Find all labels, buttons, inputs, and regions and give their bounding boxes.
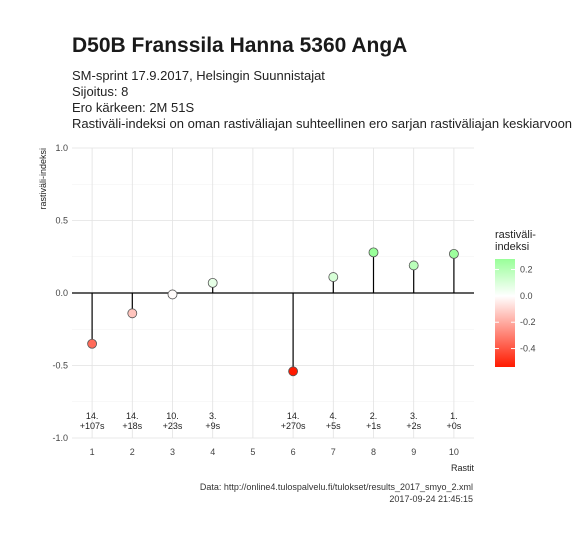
rank-label: 14. (126, 411, 139, 421)
x-axis-title: Rastit (451, 463, 475, 473)
time-diff-label: +2s (406, 421, 421, 431)
time-diff-label: +1s (366, 421, 381, 431)
x-tick-label: 1 (90, 447, 95, 457)
data-marks: 14.+107s14.+18s10.+23s3.+9s14.+270s4.+5s… (72, 247, 474, 431)
subtitle-line-1: SM-sprint 17.9.2017, Helsingin Suunnista… (72, 68, 325, 83)
subtitle-line-3: Ero kärkeen: 2M 51S (72, 100, 195, 115)
lollipop-point (167, 289, 178, 300)
legend-tick-label: -0.2 (520, 317, 536, 327)
y-tick-label: 1.0 (55, 143, 68, 153)
x-tick-label: 4 (210, 447, 215, 457)
x-tick-label: 9 (411, 447, 416, 457)
lollipop-point (207, 277, 218, 288)
rank-label: 3. (209, 411, 217, 421)
lollipop-point (87, 338, 97, 349)
legend-tick-label: -0.4 (520, 344, 536, 354)
legend-tick-label: 0.0 (520, 291, 533, 301)
x-tick-label: 6 (291, 447, 296, 457)
x-tick-label: 3 (170, 447, 175, 457)
lollipop-point (127, 308, 138, 319)
time-diff-label: +107s (80, 421, 105, 431)
lollipop-point (368, 247, 379, 258)
time-diff-label: +23s (163, 421, 183, 431)
subtitle-line-4: Rastiväli-indeksi on oman rastiväliajan … (72, 116, 573, 131)
axes: 1.0 0.5 0.0 -0.5 -1.0 1 2 3 4 5 6 7 8 9 10 Rastit rastiv… (38, 143, 474, 473)
lollipop-point (448, 248, 459, 259)
legend-tick-label: 0.2 (520, 265, 533, 275)
chart-title: D50B Franssila Hanna 5360 AngA (72, 34, 408, 57)
rank-label: 4. (330, 411, 338, 421)
rank-label: 14. (86, 411, 99, 421)
legend-title: indeksi (495, 241, 529, 253)
lollipop-point (328, 272, 339, 282)
y-tick-label: 0.0 (55, 288, 68, 298)
data-source-caption: Data: http://online4.tulospalvelu.fi/tul… (199, 482, 473, 492)
x-tick-label: 8 (371, 447, 376, 457)
legend-title: rastiväli- (495, 229, 536, 241)
y-axis-title: rastiväli-indeksi (38, 148, 48, 210)
subtitle-line-2: Sijoitus: 8 (72, 84, 129, 99)
lollipop-point (408, 260, 419, 271)
x-tick-label: 5 (250, 447, 255, 457)
rank-label: 1. (450, 411, 458, 421)
x-tick-label: 7 (331, 447, 336, 457)
color-legend: rastiväli-indeksi 0.2 0.0 -0.2 -0.4 (495, 229, 536, 367)
time-diff-label: +18s (122, 421, 142, 431)
legend-colorbar (495, 259, 515, 367)
time-diff-label: +270s (281, 421, 306, 431)
rank-label: 10. (166, 411, 179, 421)
y-tick-label: -0.5 (52, 361, 68, 371)
rank-label: 14. (287, 411, 300, 421)
lollipop-point (288, 366, 299, 377)
time-diff-label: +0s (447, 421, 462, 431)
time-diff-label: +9s (205, 421, 220, 431)
y-tick-label: -1.0 (52, 433, 68, 443)
x-tick-label: 10 (449, 447, 459, 457)
x-tick-label: 2 (130, 447, 135, 457)
timestamp-caption: 2017-09-24 21:45:15 (389, 494, 473, 504)
rank-label: 3. (410, 411, 418, 421)
rank-label: 2. (370, 411, 378, 421)
y-tick-label: 0.5 (55, 216, 68, 226)
time-diff-label: +5s (326, 421, 341, 431)
